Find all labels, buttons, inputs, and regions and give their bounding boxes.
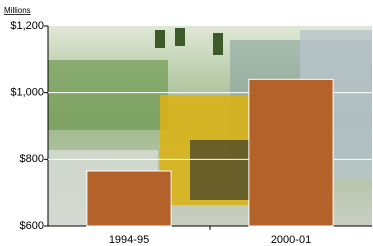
y-tick-label: $800 bbox=[20, 153, 44, 165]
bar bbox=[87, 171, 171, 226]
x-tick-label: 1994-95 bbox=[109, 234, 149, 246]
y-axis-title: Millions bbox=[4, 6, 31, 15]
chart: Millions $600 $800 $1,000 $1,200 1994-95 2000… bbox=[0, 0, 373, 246]
y-tick-label: $600 bbox=[20, 220, 44, 232]
x-tick-label: 2000-01 bbox=[271, 234, 311, 246]
bar bbox=[249, 79, 333, 226]
y-tick-label: $1,000 bbox=[10, 87, 44, 99]
y-tick-label: $1,200 bbox=[10, 20, 44, 32]
